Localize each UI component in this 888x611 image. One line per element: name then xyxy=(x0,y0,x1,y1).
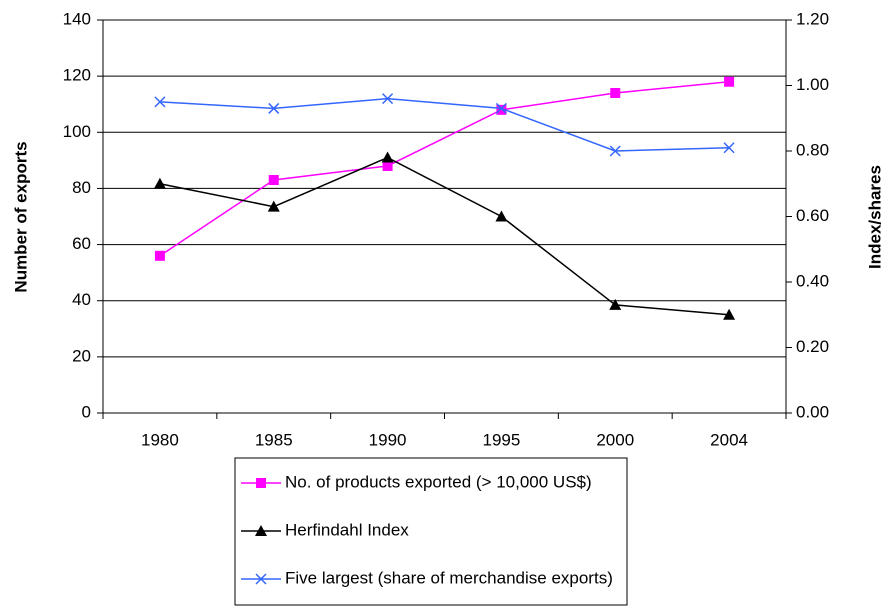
marker xyxy=(609,298,622,310)
y2-tick-label: 0.60 xyxy=(796,206,829,225)
y-tick-label: 80 xyxy=(72,178,91,197)
y-tick-label: 20 xyxy=(72,346,91,365)
x-tick-label: 2004 xyxy=(710,430,748,449)
marker xyxy=(495,102,507,114)
y2-tick-label: 1.20 xyxy=(796,9,829,28)
series-line xyxy=(159,156,730,316)
marker xyxy=(256,478,266,488)
y2-tick-label: 1.00 xyxy=(796,75,829,94)
marker xyxy=(723,142,735,154)
marker xyxy=(610,87,621,98)
y2-tick-label: 0.00 xyxy=(796,402,829,421)
x-tick-label: 1990 xyxy=(369,430,407,449)
y-tick-label: 120 xyxy=(63,66,91,85)
y-tick-label: 0 xyxy=(82,402,91,421)
marker xyxy=(268,102,280,114)
marker xyxy=(724,76,735,87)
legend-box xyxy=(234,457,628,606)
marker xyxy=(255,573,267,585)
x-tick-label: 1995 xyxy=(483,430,521,449)
marker xyxy=(255,525,267,536)
y2-tick-label: 0.40 xyxy=(796,271,829,290)
y-tick-label: 40 xyxy=(72,290,91,309)
y-tick-label: 60 xyxy=(72,234,91,253)
x-tick-label: 1985 xyxy=(255,430,293,449)
x-tick-label: 1980 xyxy=(141,430,179,449)
marker xyxy=(154,96,166,108)
marker xyxy=(382,160,393,171)
y-axis-label: Number of exports xyxy=(11,141,30,292)
marker xyxy=(723,308,736,320)
legend-label: Five largest (share of merchandise expor… xyxy=(285,568,613,587)
marker xyxy=(382,93,394,105)
x-tick-label: 2000 xyxy=(596,430,634,449)
y2-tick-label: 0.20 xyxy=(796,337,829,356)
legend-label: Herfindahl Index xyxy=(285,520,409,539)
marker xyxy=(496,104,507,115)
marker xyxy=(495,210,508,222)
y-tick-label: 140 xyxy=(63,9,91,28)
marker xyxy=(153,177,166,189)
marker xyxy=(154,250,165,261)
marker xyxy=(267,200,280,212)
series-line xyxy=(159,81,730,257)
marker xyxy=(609,145,621,157)
y2-tick-label: 0.80 xyxy=(796,140,829,159)
marker xyxy=(381,151,394,163)
legend-label: No. of products exported (> 10,000 US$) xyxy=(285,472,592,491)
y-tick-label: 100 xyxy=(63,122,91,141)
series-line xyxy=(159,97,730,152)
y2-axis-label: Index/shares xyxy=(865,165,884,269)
marker xyxy=(268,175,279,186)
